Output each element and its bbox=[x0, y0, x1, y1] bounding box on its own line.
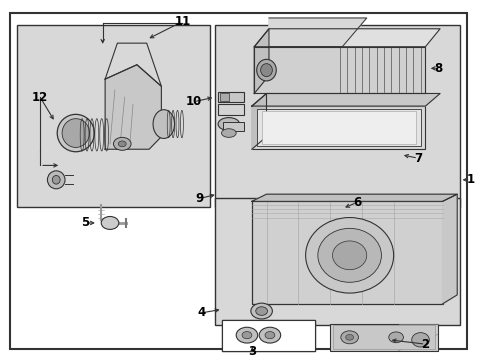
Ellipse shape bbox=[345, 334, 353, 340]
Bar bbox=[332, 325, 434, 349]
Polygon shape bbox=[105, 65, 161, 149]
Ellipse shape bbox=[57, 114, 94, 152]
Polygon shape bbox=[268, 18, 366, 47]
Bar bbox=[17, 25, 210, 207]
Bar bbox=[215, 198, 459, 325]
Ellipse shape bbox=[255, 307, 267, 315]
Ellipse shape bbox=[118, 141, 126, 147]
Bar bbox=[251, 201, 442, 304]
Text: 8: 8 bbox=[433, 62, 441, 75]
Text: 2: 2 bbox=[421, 338, 428, 351]
Bar bbox=[223, 122, 244, 131]
Ellipse shape bbox=[259, 327, 280, 343]
Bar bbox=[220, 94, 228, 101]
Bar bbox=[222, 320, 315, 351]
Polygon shape bbox=[251, 194, 456, 201]
Ellipse shape bbox=[264, 332, 274, 339]
Ellipse shape bbox=[250, 303, 272, 319]
Polygon shape bbox=[254, 47, 425, 94]
Ellipse shape bbox=[332, 241, 366, 270]
Bar bbox=[251, 106, 425, 149]
Ellipse shape bbox=[388, 332, 403, 343]
Text: 9: 9 bbox=[195, 192, 203, 205]
Ellipse shape bbox=[340, 331, 358, 344]
Text: 6: 6 bbox=[352, 196, 360, 209]
Text: 1: 1 bbox=[466, 173, 473, 186]
Ellipse shape bbox=[242, 332, 251, 339]
Polygon shape bbox=[254, 29, 439, 47]
Ellipse shape bbox=[47, 171, 65, 189]
Polygon shape bbox=[251, 94, 266, 149]
Ellipse shape bbox=[411, 333, 428, 347]
Text: 11: 11 bbox=[174, 15, 190, 28]
Ellipse shape bbox=[62, 119, 89, 148]
Text: 10: 10 bbox=[185, 95, 202, 108]
Bar bbox=[329, 324, 437, 351]
Ellipse shape bbox=[305, 217, 393, 293]
Text: 7: 7 bbox=[413, 152, 421, 165]
Text: 5: 5 bbox=[81, 216, 89, 229]
Ellipse shape bbox=[256, 59, 276, 81]
Bar bbox=[256, 109, 420, 147]
Bar bbox=[222, 320, 315, 351]
Ellipse shape bbox=[218, 118, 239, 131]
Ellipse shape bbox=[260, 64, 272, 77]
Polygon shape bbox=[442, 194, 456, 304]
Ellipse shape bbox=[153, 110, 174, 139]
Ellipse shape bbox=[113, 138, 131, 150]
Bar bbox=[261, 112, 415, 144]
Bar bbox=[217, 92, 244, 103]
Ellipse shape bbox=[317, 228, 381, 282]
Text: 12: 12 bbox=[32, 91, 48, 104]
Polygon shape bbox=[251, 94, 439, 106]
Bar bbox=[217, 104, 244, 115]
Ellipse shape bbox=[52, 175, 60, 184]
Text: 4: 4 bbox=[197, 306, 205, 319]
Bar bbox=[215, 25, 459, 207]
Ellipse shape bbox=[221, 129, 236, 138]
Ellipse shape bbox=[236, 327, 257, 343]
Polygon shape bbox=[254, 29, 268, 94]
Polygon shape bbox=[105, 43, 161, 86]
Ellipse shape bbox=[101, 216, 119, 229]
Text: 3: 3 bbox=[248, 345, 256, 358]
